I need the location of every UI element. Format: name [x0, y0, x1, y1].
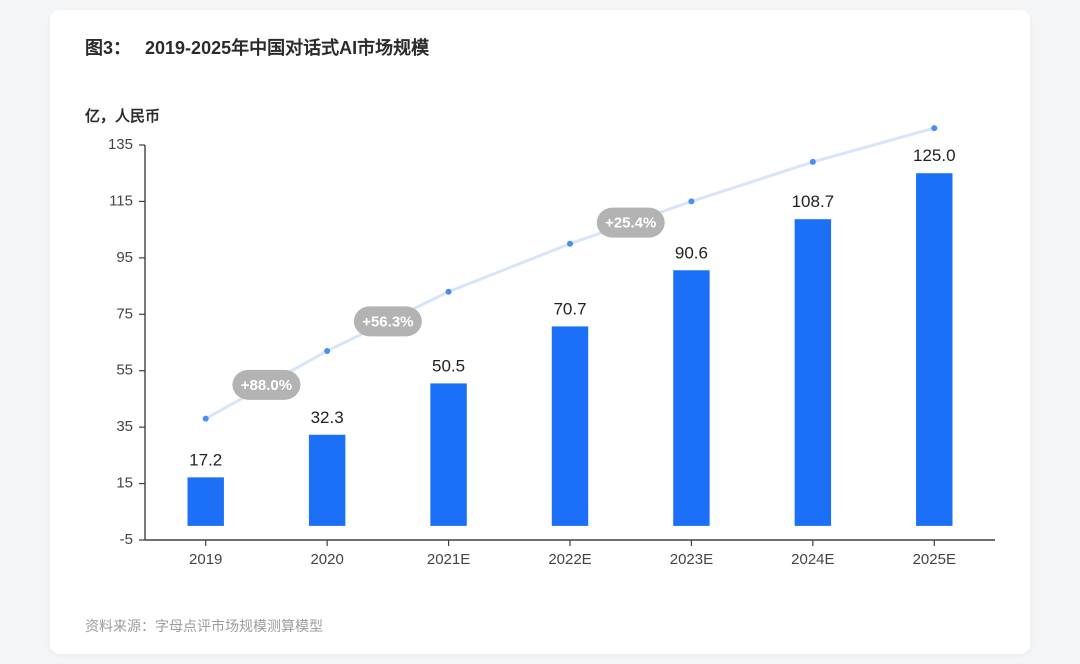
growth-pill-label: +56.3% [362, 313, 413, 330]
source-footnote: 资料来源：字母点评市场规模测算模型 [85, 616, 323, 636]
trend-marker [810, 159, 816, 165]
y-tick-label: 55 [116, 362, 133, 379]
trend-marker [446, 289, 452, 295]
growth-pill-label: +25.4% [605, 215, 656, 232]
x-tick-label: 2020 [310, 551, 343, 568]
x-tick-label: 2021E [427, 551, 470, 568]
trend-marker [688, 198, 694, 204]
bar [552, 326, 588, 525]
x-tick-label: 2019 [189, 551, 222, 568]
x-tick-label: 2025E [913, 551, 956, 568]
bar-value-label: 108.7 [792, 192, 835, 211]
bar [188, 477, 224, 526]
y-tick-label: 115 [109, 192, 133, 209]
bar-line-chart: -5 15 35 55 75 95 115 135 +88.0% +56.3% +25.4% 17.2… [50, 10, 1030, 654]
trend-marker [567, 241, 573, 247]
bar-value-label: 50.5 [432, 356, 465, 375]
trend-marker [203, 416, 209, 422]
bar-value-label: 70.7 [553, 299, 586, 318]
bar [430, 383, 466, 525]
x-tick-label: 2023E [670, 551, 713, 568]
bar-value-label: 17.2 [189, 450, 222, 469]
x-tick-label: 2024E [791, 551, 834, 568]
bar-value-label: 32.3 [311, 408, 344, 427]
chart-card: 图3：2019-2025年中国对话式AI市场规模 亿，人民币 -51535557… [50, 10, 1030, 654]
y-tick-label: 75 [116, 305, 133, 322]
x-tick-label: 2022E [548, 551, 591, 568]
y-tick-label: 35 [116, 418, 133, 435]
y-tick-label: -5 [120, 531, 133, 548]
trend-marker [931, 125, 937, 131]
trend-marker [324, 348, 330, 354]
growth-pill-label: +88.0% [241, 377, 292, 394]
y-tick-label: 15 [116, 475, 133, 492]
bar [795, 219, 831, 526]
bar [309, 435, 345, 526]
bar-value-label: 90.6 [675, 243, 708, 262]
y-tick-label: 135 [108, 136, 133, 153]
bar [916, 173, 952, 526]
bar-value-label: 125.0 [913, 146, 956, 165]
bar [673, 270, 709, 526]
y-tick-label: 95 [116, 249, 133, 266]
